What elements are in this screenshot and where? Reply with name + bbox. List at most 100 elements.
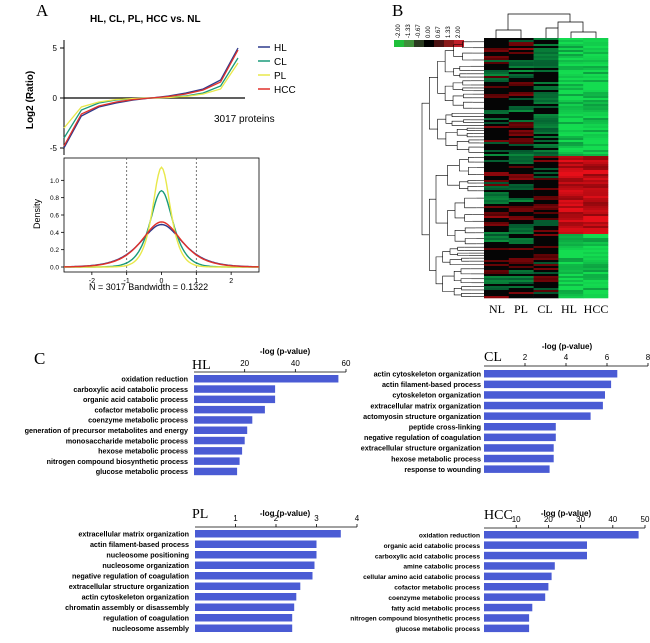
heatmap-cell bbox=[533, 122, 559, 125]
heatmap-cell bbox=[533, 66, 559, 69]
heatmap-cell bbox=[558, 222, 584, 225]
heatmap-cell bbox=[583, 142, 609, 145]
heatmap-cell bbox=[508, 232, 534, 235]
heatmap-cell bbox=[484, 208, 510, 211]
heatmap-cell bbox=[583, 122, 609, 125]
heatmap-cell bbox=[484, 168, 510, 171]
bar-category-label: negative regulation of coagulation bbox=[364, 433, 481, 442]
bar bbox=[195, 614, 293, 622]
heatmap-cell bbox=[508, 218, 534, 221]
heatmap-cell bbox=[583, 172, 609, 175]
heatmap-cell bbox=[583, 70, 609, 73]
heatmap-cell bbox=[508, 230, 534, 233]
row-dendrogram-branch bbox=[461, 286, 472, 291]
heatmap-cell bbox=[484, 132, 510, 135]
heatmap-cell bbox=[484, 48, 510, 51]
heatmap-cell bbox=[508, 184, 534, 187]
bar-category-label: coenzyme metabolic process bbox=[388, 595, 480, 602]
heatmap-cell bbox=[533, 94, 559, 97]
heatmap-cell bbox=[558, 102, 584, 105]
heatmap-cell bbox=[484, 238, 510, 241]
heatmap-cell bbox=[558, 84, 584, 87]
bar-tick-label: 1 bbox=[233, 514, 238, 523]
column-dendrogram-branch bbox=[545, 27, 559, 38]
heatmap-cell bbox=[533, 124, 559, 127]
heatmap-cell bbox=[533, 246, 559, 249]
row-dendrogram-branch bbox=[452, 95, 464, 106]
heatmap-cell bbox=[508, 210, 534, 213]
bar bbox=[484, 593, 546, 601]
heatmap-cell bbox=[484, 114, 510, 117]
heatmap-cell bbox=[508, 124, 534, 127]
bar bbox=[194, 395, 276, 404]
heatmap-cell bbox=[583, 124, 609, 127]
heatmap-cell bbox=[508, 254, 534, 257]
heatmap-cell bbox=[558, 274, 584, 277]
bar bbox=[195, 593, 297, 601]
heatmap-cell bbox=[558, 38, 584, 41]
heatmap-cell bbox=[484, 78, 510, 81]
heatmap-cell bbox=[508, 80, 534, 83]
heatmap-cell bbox=[583, 76, 609, 79]
heatmap-cell bbox=[484, 94, 510, 97]
row-dendrogram-branch bbox=[459, 65, 471, 71]
bar bbox=[484, 583, 549, 591]
heatmap-cell bbox=[508, 282, 534, 285]
bar-category-label: oxidation reduction bbox=[419, 533, 480, 540]
heatmap-cell bbox=[558, 202, 584, 205]
bar-tick-label: 8 bbox=[646, 353, 650, 362]
heatmap-cell bbox=[583, 268, 609, 271]
row-dendrogram-branch bbox=[444, 85, 454, 101]
heatmap-column-labels: NL PL CL HL HCC bbox=[489, 302, 608, 316]
bar bbox=[195, 572, 313, 580]
heatmap-cell bbox=[484, 274, 510, 277]
row-dendrogram-branch bbox=[462, 87, 474, 92]
bar-category-label: nucleosome positioning bbox=[106, 551, 189, 560]
heatmap-cell bbox=[508, 96, 534, 99]
bar bbox=[484, 380, 612, 389]
heatmap-cell bbox=[558, 158, 584, 161]
heatmap-cell bbox=[508, 106, 534, 109]
heatmap-cell bbox=[583, 132, 609, 135]
heatmap-cell bbox=[508, 66, 534, 69]
row-dendrogram-branch bbox=[463, 119, 471, 123]
bar-tick-label: 30 bbox=[576, 515, 585, 524]
heatmap-cell bbox=[583, 214, 609, 217]
heatmap-cell bbox=[484, 156, 510, 159]
heatmap-cell bbox=[533, 216, 559, 219]
heatmap-cell bbox=[558, 156, 584, 159]
bar bbox=[195, 551, 317, 559]
heatmap-cell bbox=[583, 204, 609, 207]
heatmap-cell bbox=[533, 186, 559, 189]
heatmap-cell bbox=[558, 210, 584, 213]
heatmap-cell bbox=[508, 144, 534, 147]
heatmap-cell bbox=[583, 188, 609, 191]
heatmap-cell bbox=[558, 192, 584, 195]
heatmap-cell bbox=[583, 216, 609, 219]
row-dendrogram-branch bbox=[445, 131, 458, 146]
heatmap-cell bbox=[508, 74, 534, 77]
heatmap-cell bbox=[533, 64, 559, 67]
heatmap-cell bbox=[508, 188, 534, 191]
heatmap-cell bbox=[558, 70, 584, 73]
heatmap-cell bbox=[558, 82, 584, 85]
heatmap-cell bbox=[533, 194, 559, 197]
heatmap-cell bbox=[508, 296, 534, 299]
heatmap-cell bbox=[484, 62, 510, 65]
heatmap-cell bbox=[558, 288, 584, 291]
heatmap-cell bbox=[533, 290, 559, 293]
ratio-tick-0: 0 bbox=[53, 94, 58, 103]
heatmap-cell bbox=[484, 226, 510, 229]
ratio-curve-hcc bbox=[63, 49, 239, 147]
bar-tick-label: 4 bbox=[564, 353, 569, 362]
heatmap-cell bbox=[583, 84, 609, 87]
heatmap-cell bbox=[533, 44, 559, 47]
row-dendrogram-branch bbox=[451, 120, 464, 126]
heatmap-cell bbox=[583, 166, 609, 169]
heatmap-cell bbox=[558, 262, 584, 265]
heatmap-cell bbox=[558, 284, 584, 287]
heatmap-cell bbox=[484, 126, 510, 129]
heatmap-cell bbox=[583, 194, 609, 197]
bar bbox=[484, 551, 587, 560]
bar-category-label: extracellular structure organization bbox=[361, 444, 481, 453]
